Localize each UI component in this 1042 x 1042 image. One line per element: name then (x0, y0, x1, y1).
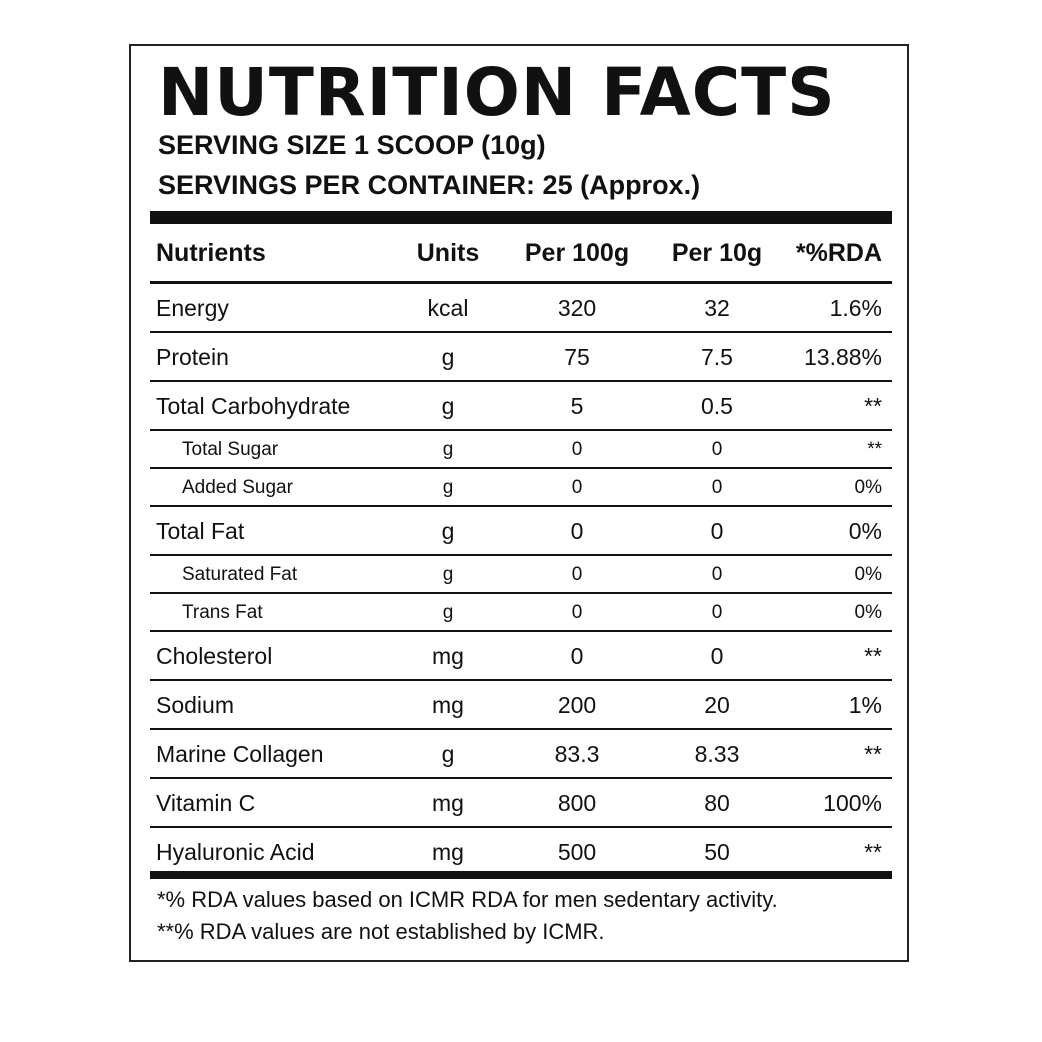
nutrient-per-100g: 800 (557, 790, 597, 816)
header-units: Units (416, 239, 480, 267)
nutrient-rda: 0% (848, 518, 882, 544)
nutrient-rda: 100% (823, 790, 882, 816)
nutrient-per-100g: 5 (570, 393, 584, 419)
nutrient-rda: 0% (854, 564, 882, 585)
nutrient-per-10g: 7.5 (701, 344, 733, 370)
nutrient-table-body: Energy kcal 320 32 1.6% Protein g 75 7.5 13.88% To… (150, 284, 892, 877)
nutrient-unit: mg (432, 692, 464, 718)
nutrient-per-100g: 0 (570, 643, 584, 669)
nutrient-name: Cholesterol (156, 643, 273, 669)
table-row: Marine Collagen g 83.3 8.33 ** (150, 730, 892, 779)
nutrient-rda: 13.88% (803, 344, 882, 370)
footnote-rda-not-established: **% RDA values are not established by IC… (157, 919, 605, 944)
nutrient-per-10g: 0 (711, 477, 723, 498)
nutrient-rda: 0% (854, 602, 882, 623)
nutrient-per-10g: 0 (710, 518, 724, 544)
nutrient-per-10g: 0 (711, 564, 723, 585)
nutrient-rda: 0% (854, 477, 882, 498)
nutrient-per-10g: 0 (710, 643, 724, 669)
nutrient-rda: 1.6% (829, 295, 882, 321)
nutrient-name: Sodium (156, 692, 234, 718)
nutrient-unit: mg (432, 790, 464, 816)
nutrient-rda: 1% (848, 692, 882, 718)
header-nutrients: Nutrients (156, 239, 266, 267)
nutrient-name: Hyaluronic Acid (156, 839, 315, 865)
nutrient-per-10g: 20 (704, 692, 730, 718)
table-row: Total Sugar g 0 0 ** (150, 431, 892, 469)
nutrient-per-10g: 8.33 (694, 741, 740, 767)
nutrient-per-10g: 0 (711, 439, 723, 460)
nutrient-rda: ** (864, 393, 882, 419)
table-row: Cholesterol mg 0 0 ** (150, 632, 892, 681)
nutrient-per-100g: 75 (564, 344, 590, 370)
nutrient-rda: ** (867, 439, 882, 460)
nutrient-rda: ** (864, 839, 882, 865)
footnotes: *% RDA values based on ICMR RDA for men … (157, 884, 778, 948)
servings-per-container: SERVINGS PER CONTAINER: 25 (Approx.) (158, 170, 701, 200)
nutrient-name: Total Carbohydrate (156, 393, 351, 419)
nutrient-unit: g (441, 518, 455, 544)
table-row: Hyaluronic Acid mg 500 50 ** (150, 828, 892, 877)
table-row: Saturated Fat g 0 0 0% (150, 556, 892, 594)
nutrient-unit: g (442, 602, 454, 623)
nutrient-per-100g: 320 (557, 295, 597, 321)
nutrient-per-100g: 200 (557, 692, 597, 718)
nutrient-per-10g: 80 (704, 790, 730, 816)
header-per100: Per 100g (524, 239, 630, 267)
serving-size: SERVING SIZE 1 SCOOP (10g) (158, 130, 546, 160)
header-rda: *%RDA (795, 239, 882, 267)
table-row: Trans Fat g 0 0 0% (150, 594, 892, 632)
nutrient-per-10g: 32 (704, 295, 730, 321)
nutrient-unit: g (442, 439, 454, 460)
table-row: Protein g 75 7.5 13.88% (150, 333, 892, 382)
header-per10: Per 10g (671, 239, 763, 267)
nutrient-per-100g: 0 (571, 564, 583, 585)
nutrient-unit: mg (432, 643, 464, 669)
nutrient-per-100g: 0 (570, 518, 584, 544)
nutrient-per-10g: 50 (704, 839, 730, 865)
nutrient-name: Marine Collagen (156, 741, 324, 767)
nutrient-rda: ** (864, 741, 882, 767)
nutrient-per-100g: 0 (571, 477, 583, 498)
nutrient-name: Saturated Fat (182, 564, 298, 585)
table-header: Nutrients Units Per 100g Per 10g *%RDA (150, 226, 892, 281)
nutrient-name: Protein (156, 344, 229, 370)
nutrient-per-10g: 0.5 (701, 393, 733, 419)
header-divider (150, 281, 892, 284)
table-row: Energy kcal 320 32 1.6% (150, 284, 892, 333)
table-row: Total Fat g 0 0 0% (150, 507, 892, 556)
nutrient-name: Vitamin C (156, 790, 256, 816)
table-row: Sodium mg 200 20 1% (150, 681, 892, 730)
nutrient-unit: g (442, 477, 454, 498)
nutrient-per-100g: 500 (557, 839, 597, 865)
footnote-rda-basis: *% RDA values based on ICMR RDA for men … (157, 887, 778, 912)
nutrient-name: Total Fat (156, 518, 245, 544)
nutrient-unit: g (442, 564, 454, 585)
table-row: Total Carbohydrate g 5 0.5 ** (150, 382, 892, 431)
nutrient-rda: ** (864, 643, 882, 669)
label-title: NUTRITION FACTS (158, 54, 836, 131)
table-row: Vitamin C mg 800 80 100% (150, 779, 892, 828)
nutrient-name: Trans Fat (182, 602, 263, 623)
nutrient-unit: g (441, 344, 455, 370)
nutrition-label: NUTRITION FACTS SERVING SIZE 1 SCOOP (10… (129, 44, 909, 962)
nutrient-per-10g: 0 (711, 602, 723, 623)
nutrient-unit: kcal (427, 295, 469, 321)
nutrient-unit: g (441, 741, 455, 767)
bottom-divider (150, 871, 892, 879)
nutrient-per-100g: 0 (571, 602, 583, 623)
table-row: Added Sugar g 0 0 0% (150, 469, 892, 507)
top-divider (150, 211, 892, 224)
nutrient-unit: mg (432, 839, 464, 865)
nutrient-unit: g (441, 393, 455, 419)
nutrient-per-100g: 83.3 (554, 741, 600, 767)
nutrient-name: Added Sugar (182, 477, 293, 498)
nutrient-name: Total Sugar (182, 439, 279, 460)
nutrient-name: Energy (156, 295, 229, 321)
nutrient-per-100g: 0 (571, 439, 583, 460)
